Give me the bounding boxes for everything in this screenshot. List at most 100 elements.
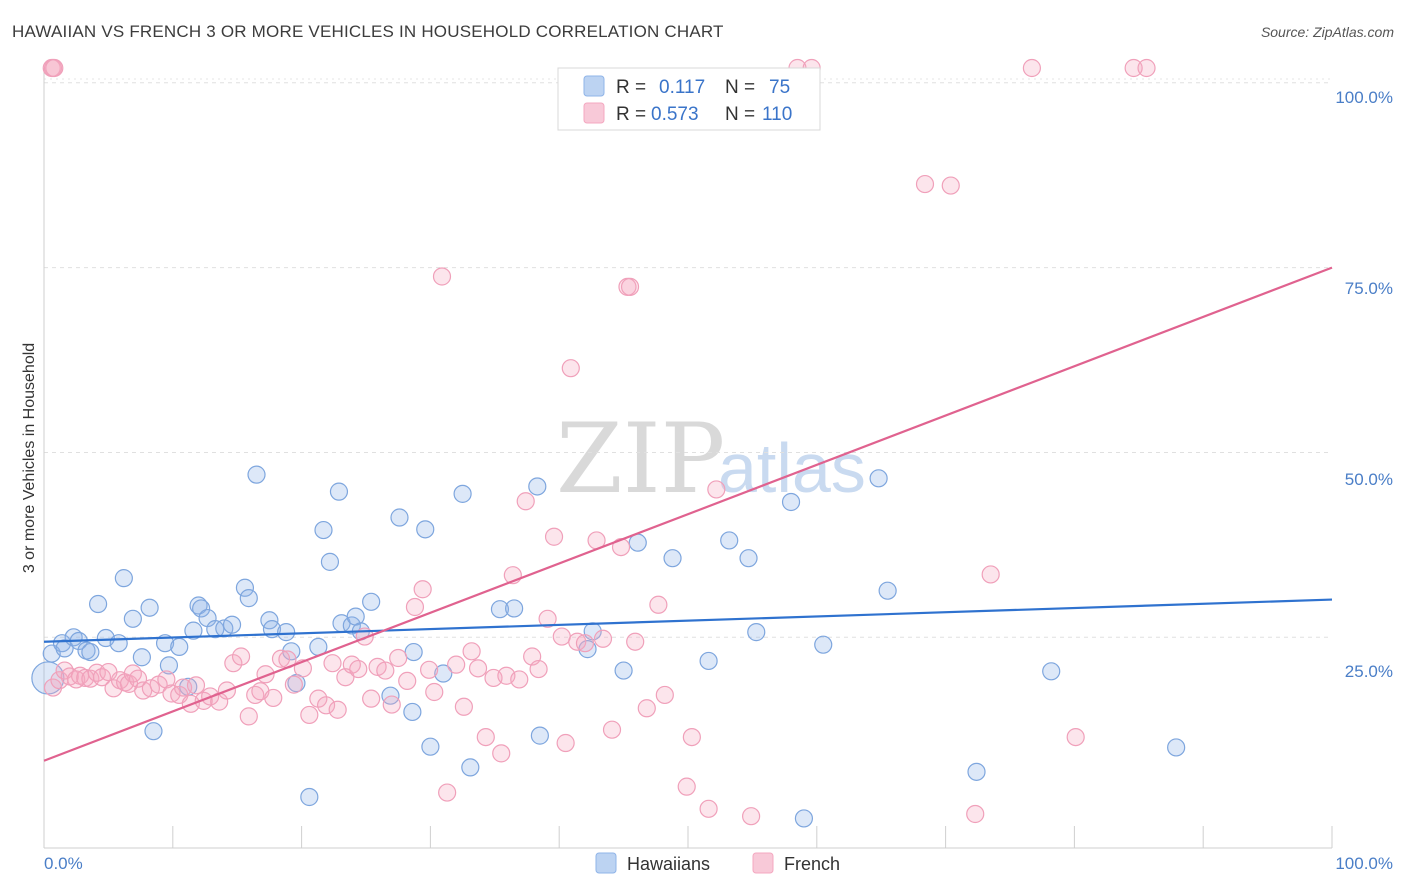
- french-point: [626, 632, 645, 651]
- hawaiian-point: [421, 737, 440, 756]
- hawaiian-point: [235, 578, 255, 597]
- french-point: [462, 642, 481, 661]
- french-point: [677, 777, 696, 796]
- series-hawaiians: [31, 465, 1186, 828]
- hawaiian-point: [109, 634, 128, 653]
- french-point: [510, 670, 529, 689]
- hawaiian-point: [434, 664, 453, 683]
- french-point: [186, 676, 206, 695]
- french-point: [382, 695, 401, 714]
- y-tick-label-50: 50.0%: [1345, 470, 1393, 489]
- french-point: [316, 696, 336, 715]
- french-point: [538, 609, 557, 628]
- legend-r-label-french: R =: [616, 104, 646, 125]
- french-point: [637, 699, 656, 718]
- french-point: [476, 727, 495, 747]
- french-point: [1022, 58, 1041, 78]
- hawaiian-point: [320, 552, 340, 571]
- hawaiian-point: [239, 589, 258, 608]
- hawaiian-point: [614, 661, 633, 680]
- french-point: [45, 58, 64, 78]
- y-tick-label-100: 100.0%: [1335, 88, 1393, 107]
- trend-line-french: [43, 266, 1333, 762]
- hawaiian-point: [140, 598, 159, 617]
- y-axis-label: 3 or more Vehicles in Household: [21, 343, 38, 573]
- french-point: [349, 659, 368, 679]
- french-point: [389, 648, 408, 668]
- hawaiian-point: [192, 599, 211, 618]
- hawaiian-point: [403, 702, 422, 722]
- french-point: [376, 661, 395, 680]
- french-point: [264, 688, 283, 708]
- hawaiian-point: [490, 600, 510, 619]
- legend-n-label-hawaiians: N =: [725, 77, 755, 98]
- legend-swatch-french: [583, 102, 605, 124]
- french-point: [157, 670, 176, 689]
- french-point: [123, 664, 142, 683]
- french-point: [981, 565, 1000, 584]
- french-point: [1137, 58, 1156, 78]
- watermark: ZIP atlas: [556, 403, 866, 515]
- french-point: [405, 597, 425, 617]
- hawaiian-point: [739, 549, 758, 568]
- french-point: [432, 267, 452, 286]
- french-point: [1124, 58, 1143, 78]
- hawaiian-point: [277, 623, 296, 642]
- hawaiian-point: [1167, 738, 1186, 757]
- source-label: Source: ZipAtlas.com: [1260, 24, 1394, 40]
- hawaiian-point: [814, 635, 833, 654]
- watermark-zip: ZIP: [556, 403, 725, 515]
- hawaiian-point: [390, 508, 409, 527]
- hawaiian-point: [159, 656, 179, 675]
- hawaiian-point: [144, 722, 163, 741]
- french-point: [699, 799, 718, 818]
- hawaiian-point: [189, 596, 208, 615]
- bottom-legend-label-hawaiians: Hawaiians: [627, 854, 710, 874]
- y-tick-label-25: 25.0%: [1345, 662, 1393, 681]
- legend-n-value-french: 110: [762, 104, 792, 125]
- bottom-legend-swatch-french: [752, 852, 774, 874]
- hawaiian-point: [81, 642, 100, 662]
- french-point: [620, 277, 640, 296]
- french-point: [611, 537, 631, 557]
- french-point: [438, 783, 457, 802]
- french-point: [162, 684, 181, 703]
- hawaiian-point: [1042, 662, 1061, 681]
- french-point: [239, 707, 258, 726]
- legend-r-value-french: 0.573: [651, 104, 699, 125]
- french-point: [128, 669, 148, 688]
- bottom-legend-swatch-hawaiians: [595, 852, 617, 874]
- french-point: [682, 727, 701, 747]
- french-point: [328, 700, 347, 719]
- french-point: [655, 685, 674, 705]
- french-point: [552, 627, 571, 646]
- hawaiian-point: [720, 531, 739, 550]
- french-point: [271, 649, 291, 668]
- hawaiian-point: [453, 484, 472, 503]
- french-point: [966, 804, 985, 824]
- hawaiian-point: [663, 549, 682, 568]
- french-point: [529, 659, 548, 679]
- french-point: [602, 720, 622, 739]
- french-point: [575, 634, 595, 653]
- french-point: [568, 632, 587, 651]
- french-point: [454, 697, 473, 716]
- french-point: [425, 682, 444, 702]
- bottom-legend: Hawaiians French: [595, 852, 840, 874]
- french-point: [915, 174, 935, 194]
- french-point: [649, 595, 668, 614]
- x-axis-ticks: [43, 826, 1333, 848]
- legend: R = 0.117 N = 75 R = 0.573 N = 110: [557, 67, 821, 131]
- hawaiian-point: [170, 637, 189, 657]
- french-point: [398, 671, 417, 691]
- x-tick-label-0: 0.0%: [44, 854, 83, 873]
- hawaiian-point: [747, 623, 766, 642]
- hawaiian-point: [461, 758, 480, 777]
- legend-n-value-hawaiians: 75: [769, 77, 790, 98]
- french-point: [1066, 727, 1085, 747]
- hawaiian-point: [967, 762, 986, 781]
- trend-line-hawaiians: [43, 598, 1333, 643]
- french-point: [544, 527, 564, 546]
- french-point: [300, 705, 319, 725]
